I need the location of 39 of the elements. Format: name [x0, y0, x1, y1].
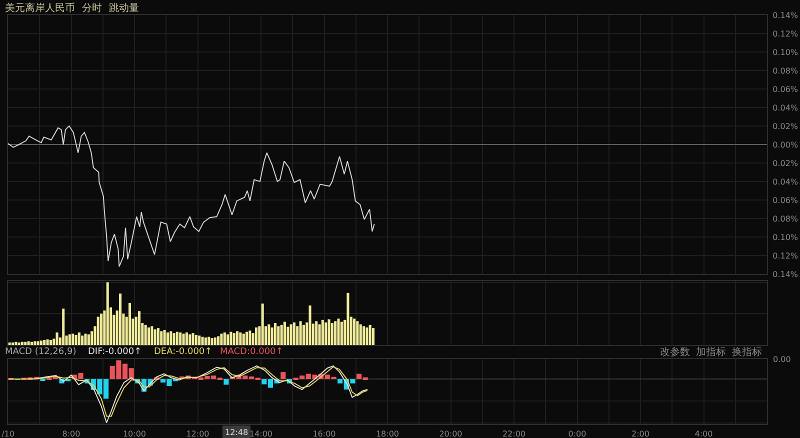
- y-tick-label: 0.14%: [772, 10, 798, 20]
- y-tick-label: 0.06%: [772, 196, 798, 205]
- x-tick-label: 8:00: [62, 430, 80, 438]
- series-label: DEA:-0.000↑: [154, 347, 212, 357]
- y-tick-label: 0.12%: [772, 251, 798, 260]
- y-tick-label: 0.14%: [772, 270, 798, 279]
- text: 分时: [82, 2, 102, 14]
- x-tick-label: 14:00: [249, 430, 273, 438]
- x-tick-label: 20:00: [439, 430, 462, 438]
- text: 换指标: [732, 346, 762, 358]
- x-tick-label: 18:00: [376, 430, 400, 438]
- y-tick-label: 0.10%: [772, 48, 798, 57]
- y-tick-label: 0.00%: [772, 140, 798, 150]
- x-tick-label: 12:00: [186, 430, 210, 438]
- y-tick-label: 0.02%: [772, 158, 798, 168]
- chart-title: 美元离岸人民币: [5, 2, 75, 14]
- x-tick-label: /10: [2, 430, 14, 438]
- text: DIF:-0.000↑: [88, 347, 142, 357]
- text: 改参数: [660, 346, 690, 358]
- y-tick-label: 0.10%: [772, 232, 798, 242]
- y-tick-label: 0.02%: [772, 122, 798, 131]
- x-tick-label: 22:00: [502, 430, 526, 438]
- x-tick-label: 0:00: [568, 430, 586, 438]
- text: 0.00: [773, 355, 791, 364]
- series-label: MACD:0.000↑: [220, 347, 284, 357]
- text: 加指标: [696, 346, 726, 358]
- text: 12:48: [225, 428, 248, 437]
- y-tick-label: 0.06%: [772, 84, 798, 94]
- y-tick-label: 0.08%: [772, 214, 798, 224]
- y-tick-label: 0.12%: [772, 29, 798, 38]
- x-tick-label: 16:00: [312, 430, 336, 438]
- text: 跳动量: [109, 2, 139, 14]
- x-tick-label: 10:00: [122, 430, 146, 438]
- chart-title: MACD (12,26,9): [5, 347, 76, 357]
- y-tick-label: 0.04%: [772, 103, 798, 112]
- y-tick-label: 0.04%: [772, 177, 798, 186]
- y-tick-label: 0.08%: [772, 66, 798, 76]
- x-tick-label: 2:00: [632, 430, 650, 438]
- x-tick-label: 4:00: [694, 430, 713, 438]
